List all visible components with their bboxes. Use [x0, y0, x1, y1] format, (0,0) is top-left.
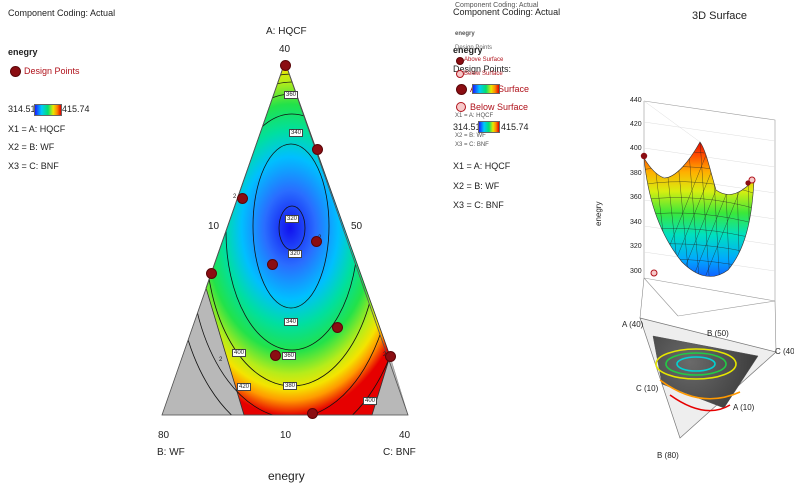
- ghost-point-marker: [456, 57, 464, 65]
- corner-c-value: 40: [399, 430, 411, 441]
- contour-label: 400: [363, 397, 378, 405]
- surface-box-walls: [643, 100, 776, 317]
- ghost-x3: X3 = C: BNF: [455, 142, 489, 148]
- design-point[interactable]: [237, 193, 248, 204]
- ghost-below-marker: [456, 70, 464, 78]
- z-tick: 440: [630, 97, 642, 104]
- base-label-c-high: C (40): [775, 347, 794, 356]
- ternary-frame: [161, 60, 409, 416]
- colorbar-low-right: 314.51: [453, 122, 481, 132]
- surface-design-point[interactable]: [650, 269, 658, 277]
- surface-design-point[interactable]: [745, 180, 751, 186]
- x3-definition: X3 = C: BNF: [8, 161, 59, 171]
- component-coding-label: Component Coding: Actual: [8, 8, 116, 18]
- component-coding-label-right: Component Coding: Actual: [453, 7, 561, 17]
- contour-label: 420: [237, 383, 252, 391]
- contour-label: 340: [289, 129, 304, 137]
- replicate-count: 2: [383, 352, 386, 358]
- ghost-x1: X1 = A: HQCF: [455, 113, 494, 119]
- contour-label: 360: [284, 91, 299, 99]
- replicate-count: 2: [233, 194, 237, 200]
- design-point[interactable]: [307, 408, 318, 419]
- color-scale-bar-right: [478, 121, 500, 133]
- surface-design-point[interactable]: [640, 152, 648, 160]
- ghost-above-label: Above Surface: [464, 57, 504, 63]
- design-points-heading: Design Points:: [453, 64, 512, 74]
- contour-label: 340: [284, 318, 299, 326]
- z-tick: 380: [630, 170, 642, 177]
- left-edge-tick: 10: [208, 221, 220, 232]
- corner-b-value: 80: [158, 430, 170, 441]
- base-contour-rings: [655, 348, 741, 412]
- colorbar-low-label: 314.51: [8, 104, 36, 114]
- surface-design-point[interactable]: [748, 176, 756, 184]
- base-label-b-high: B (80): [657, 451, 679, 460]
- base-label-b-mid: B (50): [707, 329, 729, 338]
- right-edge-tick: 50: [351, 221, 363, 232]
- ghost-design-points: Design Points: [455, 45, 493, 51]
- design-point-legend-marker: [10, 66, 21, 77]
- response-name-right: enegry: [453, 45, 483, 55]
- below-surface-marker: [456, 102, 466, 112]
- z-tick: 400: [630, 145, 642, 152]
- design-points-legend-label: Design Points: [24, 66, 80, 76]
- base-label-a-low: A (10): [733, 403, 755, 412]
- contour-label: 400: [232, 349, 247, 357]
- design-point[interactable]: [206, 268, 217, 279]
- bottom-mid-tick: 10: [280, 430, 292, 441]
- design-point[interactable]: [267, 259, 278, 270]
- z-tick: 340: [630, 219, 642, 226]
- design-point[interactable]: [332, 322, 343, 333]
- color-scale-bar: [34, 104, 62, 116]
- ghost-response-name: enegry: [455, 31, 475, 37]
- apex-a-label: A: HQCF: [266, 26, 307, 37]
- contour-label: 320: [285, 215, 300, 223]
- z-tick: 420: [630, 121, 642, 128]
- surface-title: 3D Surface: [692, 10, 748, 22]
- z-tick: 360: [630, 194, 642, 201]
- response-surface: [643, 141, 755, 277]
- response-name: enegry: [8, 47, 38, 57]
- ghost-coding-label: Component Coding: Actual: [455, 2, 539, 9]
- x3-definition-right: X3 = C: BNF: [453, 200, 504, 210]
- apex-a-value: 40: [279, 44, 291, 55]
- ghost-x2: X2 = B: WF: [455, 133, 486, 139]
- design-point[interactable]: [280, 60, 291, 71]
- base-axis-lines: [639, 277, 777, 353]
- response-axis-title: enegry: [268, 469, 305, 483]
- base-label-c-low: C (10): [636, 384, 659, 393]
- x2-definition-right: X2 = B: WF: [453, 181, 500, 191]
- z-axis-label: enegry: [594, 201, 603, 226]
- x1-definition-right: X1 = A: HQCF: [453, 161, 511, 171]
- z-tick: 320: [630, 243, 642, 250]
- z-tick: 300: [630, 268, 642, 275]
- colorbar-high-label: 415.74: [62, 104, 90, 114]
- replicate-count: 2: [219, 357, 223, 363]
- above-surface-marker: [456, 84, 467, 95]
- contour-label: 360: [282, 352, 297, 360]
- corner-b-label: B: WF: [157, 447, 185, 458]
- design-point[interactable]: [311, 236, 322, 247]
- design-point[interactable]: [385, 351, 396, 362]
- colorbar-high-right: 415.74: [501, 122, 529, 132]
- design-point[interactable]: [312, 144, 323, 155]
- base-label-a-high: A (40): [622, 320, 644, 329]
- contour-label: 320: [288, 250, 303, 258]
- corner-c-label: C: BNF: [383, 447, 416, 458]
- x1-definition: X1 = A: HQCF: [8, 124, 66, 134]
- x2-definition: X2 = B: WF: [8, 142, 55, 152]
- below-surface-label: Below Surface: [470, 102, 529, 112]
- ghost-below-label: Below Surface: [464, 71, 503, 77]
- design-point[interactable]: [270, 350, 281, 361]
- ghost-color-scale: [472, 84, 500, 94]
- contour-label: 380: [283, 382, 298, 390]
